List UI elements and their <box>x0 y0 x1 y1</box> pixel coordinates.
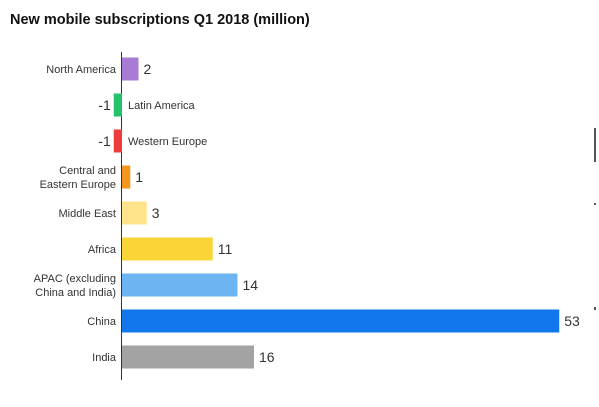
page-edge-mark <box>594 203 596 205</box>
bar <box>122 201 147 225</box>
data-label: 3 <box>152 205 160 221</box>
bar <box>113 129 122 153</box>
bar <box>122 273 238 297</box>
data-label: -1 <box>98 97 111 113</box>
category-label: APAC (excluding China and India) <box>34 273 116 299</box>
bar <box>122 165 131 189</box>
category-label: India <box>92 352 117 364</box>
data-label: 2 <box>144 61 152 77</box>
bar <box>113 93 122 117</box>
data-label: -1 <box>98 133 111 149</box>
page-edge-mark <box>594 307 596 310</box>
category-label: Central and Eastern Europe <box>40 165 116 191</box>
data-label: 11 <box>218 241 233 257</box>
page-edge-mark <box>594 128 596 162</box>
data-label: 14 <box>243 277 259 293</box>
category-label: China <box>87 316 117 328</box>
category-label: Latin America <box>128 100 196 112</box>
bar <box>122 237 213 261</box>
category-label: Africa <box>88 244 117 256</box>
bar <box>122 57 139 81</box>
chart-title: New mobile subscriptions Q1 2018 (millio… <box>10 12 310 28</box>
category-label: North America <box>46 64 117 76</box>
data-label: 53 <box>564 313 580 329</box>
bar <box>122 345 254 369</box>
category-label: Western Europe <box>128 136 207 148</box>
category-label: Middle East <box>59 208 116 220</box>
bar <box>122 309 560 333</box>
data-label: 1 <box>135 169 143 185</box>
data-label: 16 <box>259 349 275 365</box>
